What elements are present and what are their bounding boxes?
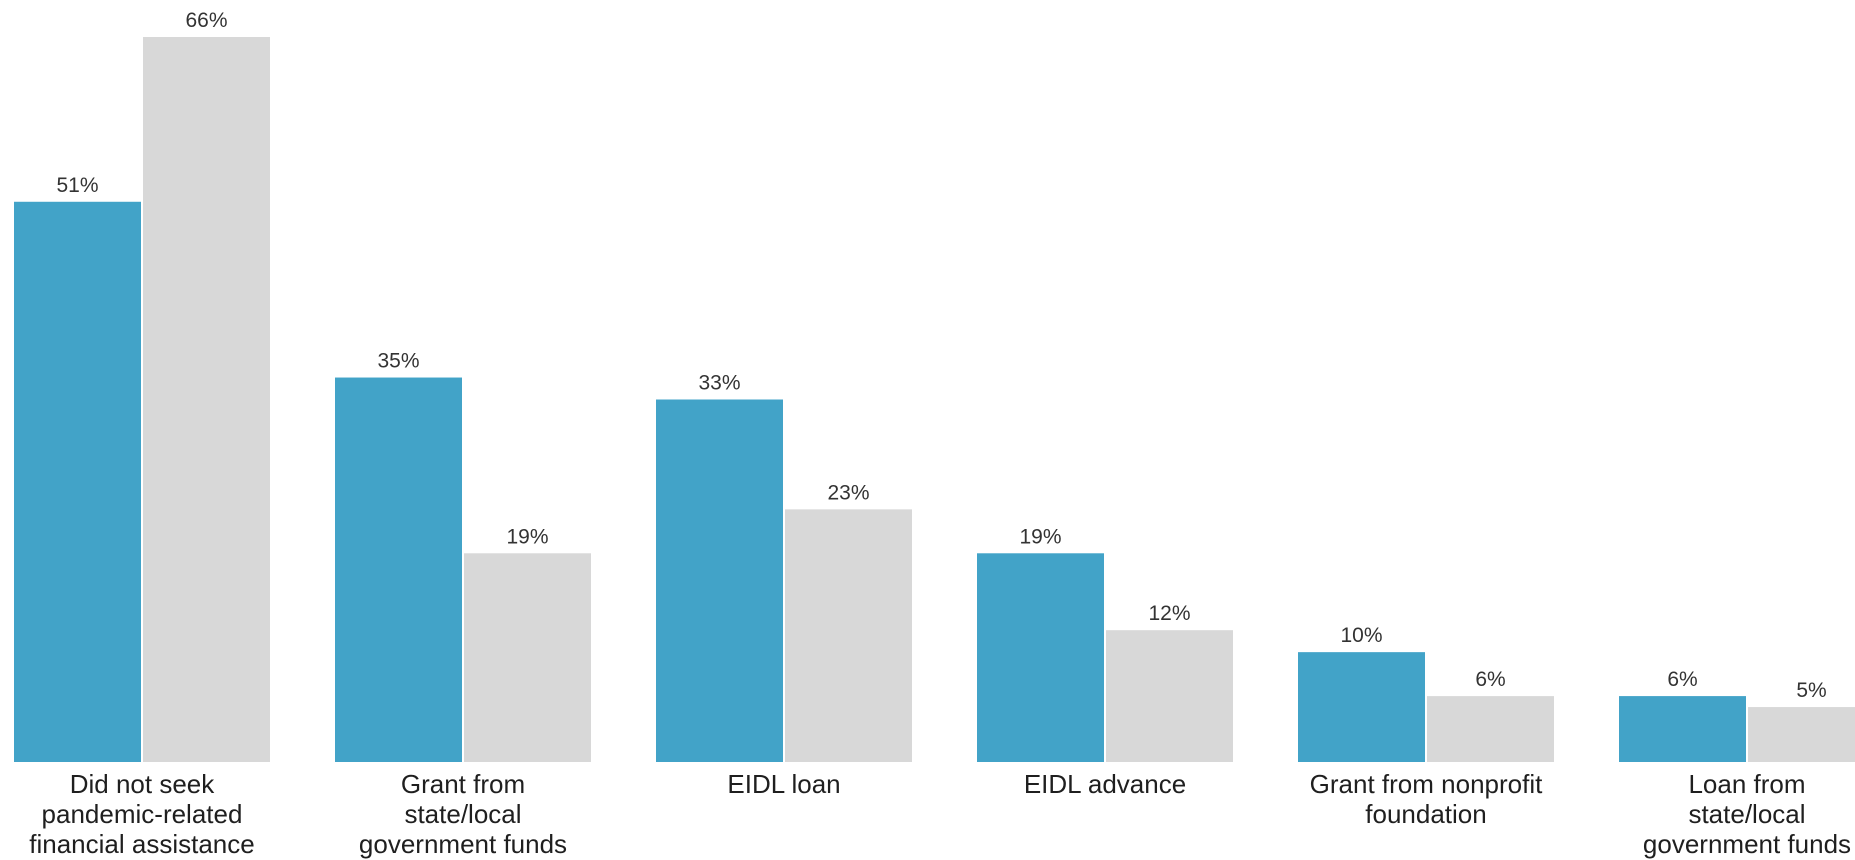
category-label-2: Grant from state/local government funds bbox=[359, 769, 567, 859]
bar-series1-cat4 bbox=[977, 553, 1104, 762]
bar-series2-cat1 bbox=[143, 37, 270, 762]
category-label-2-line-2: state/local bbox=[404, 799, 521, 829]
value-label-series1-cat5: 10% bbox=[1340, 624, 1382, 647]
bar-series2-cat6 bbox=[1748, 707, 1855, 762]
bar-series2-cat3 bbox=[785, 509, 912, 762]
category-label-6-line-3: government funds bbox=[1643, 829, 1851, 859]
value-label-series2-cat5: 6% bbox=[1475, 668, 1505, 691]
category-label-2-line-3: government funds bbox=[359, 829, 567, 859]
category-label-5-line-1: Grant from nonprofit bbox=[1310, 769, 1543, 799]
category-label-4-line-1: EIDL advance bbox=[1024, 769, 1186, 799]
bar-series1-cat3 bbox=[656, 399, 783, 762]
value-label-series1-cat3: 33% bbox=[698, 372, 740, 395]
bar-series2-cat5 bbox=[1427, 696, 1554, 762]
bars-layer bbox=[14, 37, 1855, 763]
category-label-2-line-1: Grant from bbox=[401, 769, 525, 799]
bar-series1-cat2 bbox=[335, 377, 462, 762]
value-label-series2-cat3: 23% bbox=[827, 481, 869, 504]
category-label-5: Grant from nonprofit foundation bbox=[1310, 769, 1543, 829]
category-label-3-line-1: EIDL loan bbox=[727, 769, 840, 799]
bar-series1-cat5 bbox=[1298, 652, 1425, 762]
category-label-1-line-2: pandemic-related bbox=[42, 799, 243, 829]
category-label-3: EIDL loan bbox=[727, 769, 840, 799]
value-label-series1-cat6: 6% bbox=[1667, 668, 1697, 691]
bar-series2-cat2 bbox=[464, 553, 591, 762]
value-label-series2-cat2: 19% bbox=[506, 525, 548, 548]
value-label-series1-cat1: 51% bbox=[56, 174, 98, 197]
bar-series1-cat6 bbox=[1619, 696, 1746, 762]
category-labels-layer: Did not seek pandemic-related financial as… bbox=[29, 769, 1851, 859]
category-label-6-line-2: state/local bbox=[1688, 799, 1805, 829]
value-label-series1-cat4: 19% bbox=[1019, 525, 1061, 548]
category-label-6-line-1: Loan from bbox=[1688, 769, 1805, 799]
category-label-1-line-1: Did not seek bbox=[70, 769, 216, 799]
bar-series1-cat1 bbox=[14, 201, 141, 763]
category-label-1-line-3: financial assistance bbox=[29, 829, 254, 859]
category-label-1: Did not seek pandemic-related financial as… bbox=[29, 769, 254, 859]
bar-series2-cat4 bbox=[1106, 630, 1233, 762]
value-label-series1-cat2: 35% bbox=[377, 350, 419, 373]
value-labels-layer: 51% 66% 35% 19% 33% 23% 19% 12% 10% 6% 6% 5% bbox=[56, 9, 1826, 702]
value-label-series2-cat1: 66% bbox=[185, 9, 227, 32]
category-label-4: EIDL advance bbox=[1024, 769, 1186, 799]
category-label-5-line-2: foundation bbox=[1365, 799, 1486, 829]
category-label-6: Loan from state/local government funds bbox=[1643, 769, 1851, 859]
value-label-series2-cat4: 12% bbox=[1148, 602, 1190, 625]
value-label-series2-cat6: 5% bbox=[1796, 679, 1826, 702]
